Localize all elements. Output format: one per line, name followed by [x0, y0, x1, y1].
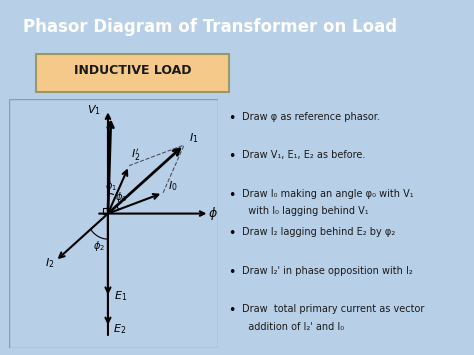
Text: $E_1$: $E_1$	[114, 290, 127, 303]
Text: $I_2'$: $I_2'$	[131, 147, 140, 163]
Text: Phasor Diagram of Transformer on Load: Phasor Diagram of Transformer on Load	[23, 18, 397, 36]
Text: $I_2$: $I_2$	[45, 257, 55, 270]
Text: $V_1$: $V_1$	[87, 103, 101, 117]
Text: $I_1$: $I_1$	[189, 131, 198, 145]
Text: $I_0$: $I_0$	[168, 180, 177, 193]
Text: Draw V₁, E₁, E₂ as before.: Draw V₁, E₁, E₂ as before.	[243, 151, 366, 160]
Text: addition of I₂' and I₀: addition of I₂' and I₀	[243, 322, 345, 332]
Text: Draw I₂ lagging behind E₂ by φ₂: Draw I₂ lagging behind E₂ by φ₂	[243, 228, 396, 237]
Text: $\phi$: $\phi$	[209, 205, 219, 222]
Text: Draw I₂' in phase opposition with I₂: Draw I₂' in phase opposition with I₂	[243, 266, 413, 276]
Text: Draw φ as reference phasor.: Draw φ as reference phasor.	[243, 112, 380, 122]
Text: $E_2$: $E_2$	[113, 322, 126, 336]
Text: $\phi_2$: $\phi_2$	[93, 239, 105, 252]
Text: INDUCTIVE LOAD: INDUCTIVE LOAD	[74, 64, 191, 77]
Text: •: •	[228, 266, 235, 279]
FancyBboxPatch shape	[36, 54, 229, 92]
Text: •: •	[228, 112, 235, 125]
Text: •: •	[228, 151, 235, 163]
Text: •: •	[228, 305, 235, 317]
Text: •: •	[228, 189, 235, 202]
Text: Draw I₀ making an angle φ₀ with V₁: Draw I₀ making an angle φ₀ with V₁	[243, 189, 414, 199]
Text: with I₀ lagging behind V₁: with I₀ lagging behind V₁	[243, 206, 369, 216]
Text: $\phi_1$: $\phi_1$	[105, 179, 117, 193]
Text: •: •	[228, 228, 235, 240]
Text: $\phi_0$: $\phi_0$	[115, 190, 127, 204]
Text: Draw  total primary current as vector: Draw total primary current as vector	[243, 305, 425, 315]
